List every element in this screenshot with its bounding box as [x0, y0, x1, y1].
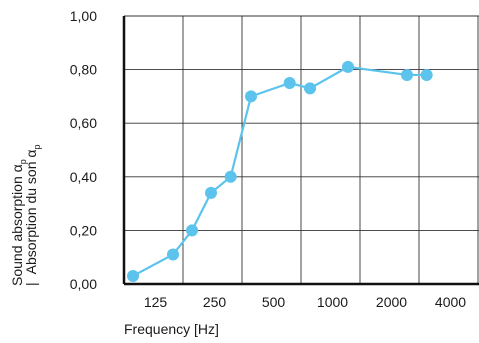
- y-axis-title-fr-subscript: p: [32, 145, 42, 150]
- x-tick-label: 4000: [435, 294, 466, 310]
- data-point: [245, 90, 258, 103]
- data-point: [400, 68, 413, 81]
- y-tick-label: 0,00: [70, 276, 97, 292]
- y-axis-title: Sound absorption αp: [9, 159, 28, 286]
- y-tick-labels: 0,00 0,20 0,40 0,60 0,80 1,00: [70, 8, 97, 292]
- data-point: [224, 170, 237, 183]
- data-point: [127, 269, 140, 282]
- data-point: [304, 82, 317, 95]
- data-point: [186, 224, 199, 237]
- data-point: [341, 60, 354, 73]
- x-tick-label: 250: [203, 294, 227, 310]
- y-axis-title-fr: Absorption du son α: [23, 150, 39, 275]
- grid: [124, 15, 479, 284]
- x-axis-title: Frequency [Hz]: [124, 321, 219, 337]
- x-tick-label: 2000: [376, 294, 407, 310]
- y-axis-title-en: Sound absorption α: [9, 164, 25, 286]
- y-tick-label: 1,00: [70, 8, 97, 24]
- x-tick-label: 1000: [317, 294, 348, 310]
- y-axis-title-en-subscript: p: [18, 159, 28, 164]
- data-point: [167, 248, 180, 261]
- data-point: [420, 68, 433, 81]
- y-axis-title-alt: | Absorption du son αp: [23, 145, 42, 287]
- x-tick-labels: 125 250 500 1000 2000 4000: [144, 294, 466, 310]
- series-line: [132, 65, 427, 277]
- x-tick-label: 125: [144, 294, 168, 310]
- data-points: [127, 60, 433, 282]
- svg-text:Sound absorption αp: Sound absorption αp: [9, 159, 28, 286]
- data-point: [205, 186, 217, 199]
- y-tick-label: 0,80: [70, 62, 97, 78]
- x-tick-label: 500: [262, 294, 286, 310]
- y-axis-title-separator: |: [23, 282, 39, 286]
- data-point: [283, 77, 296, 89]
- y-tick-label: 0,20: [70, 222, 97, 238]
- y-tick-label: 0,60: [70, 115, 97, 131]
- y-tick-label: 0,40: [70, 169, 97, 185]
- svg-text:|Absorption du son αp: | Absorption du son αp: [23, 145, 42, 287]
